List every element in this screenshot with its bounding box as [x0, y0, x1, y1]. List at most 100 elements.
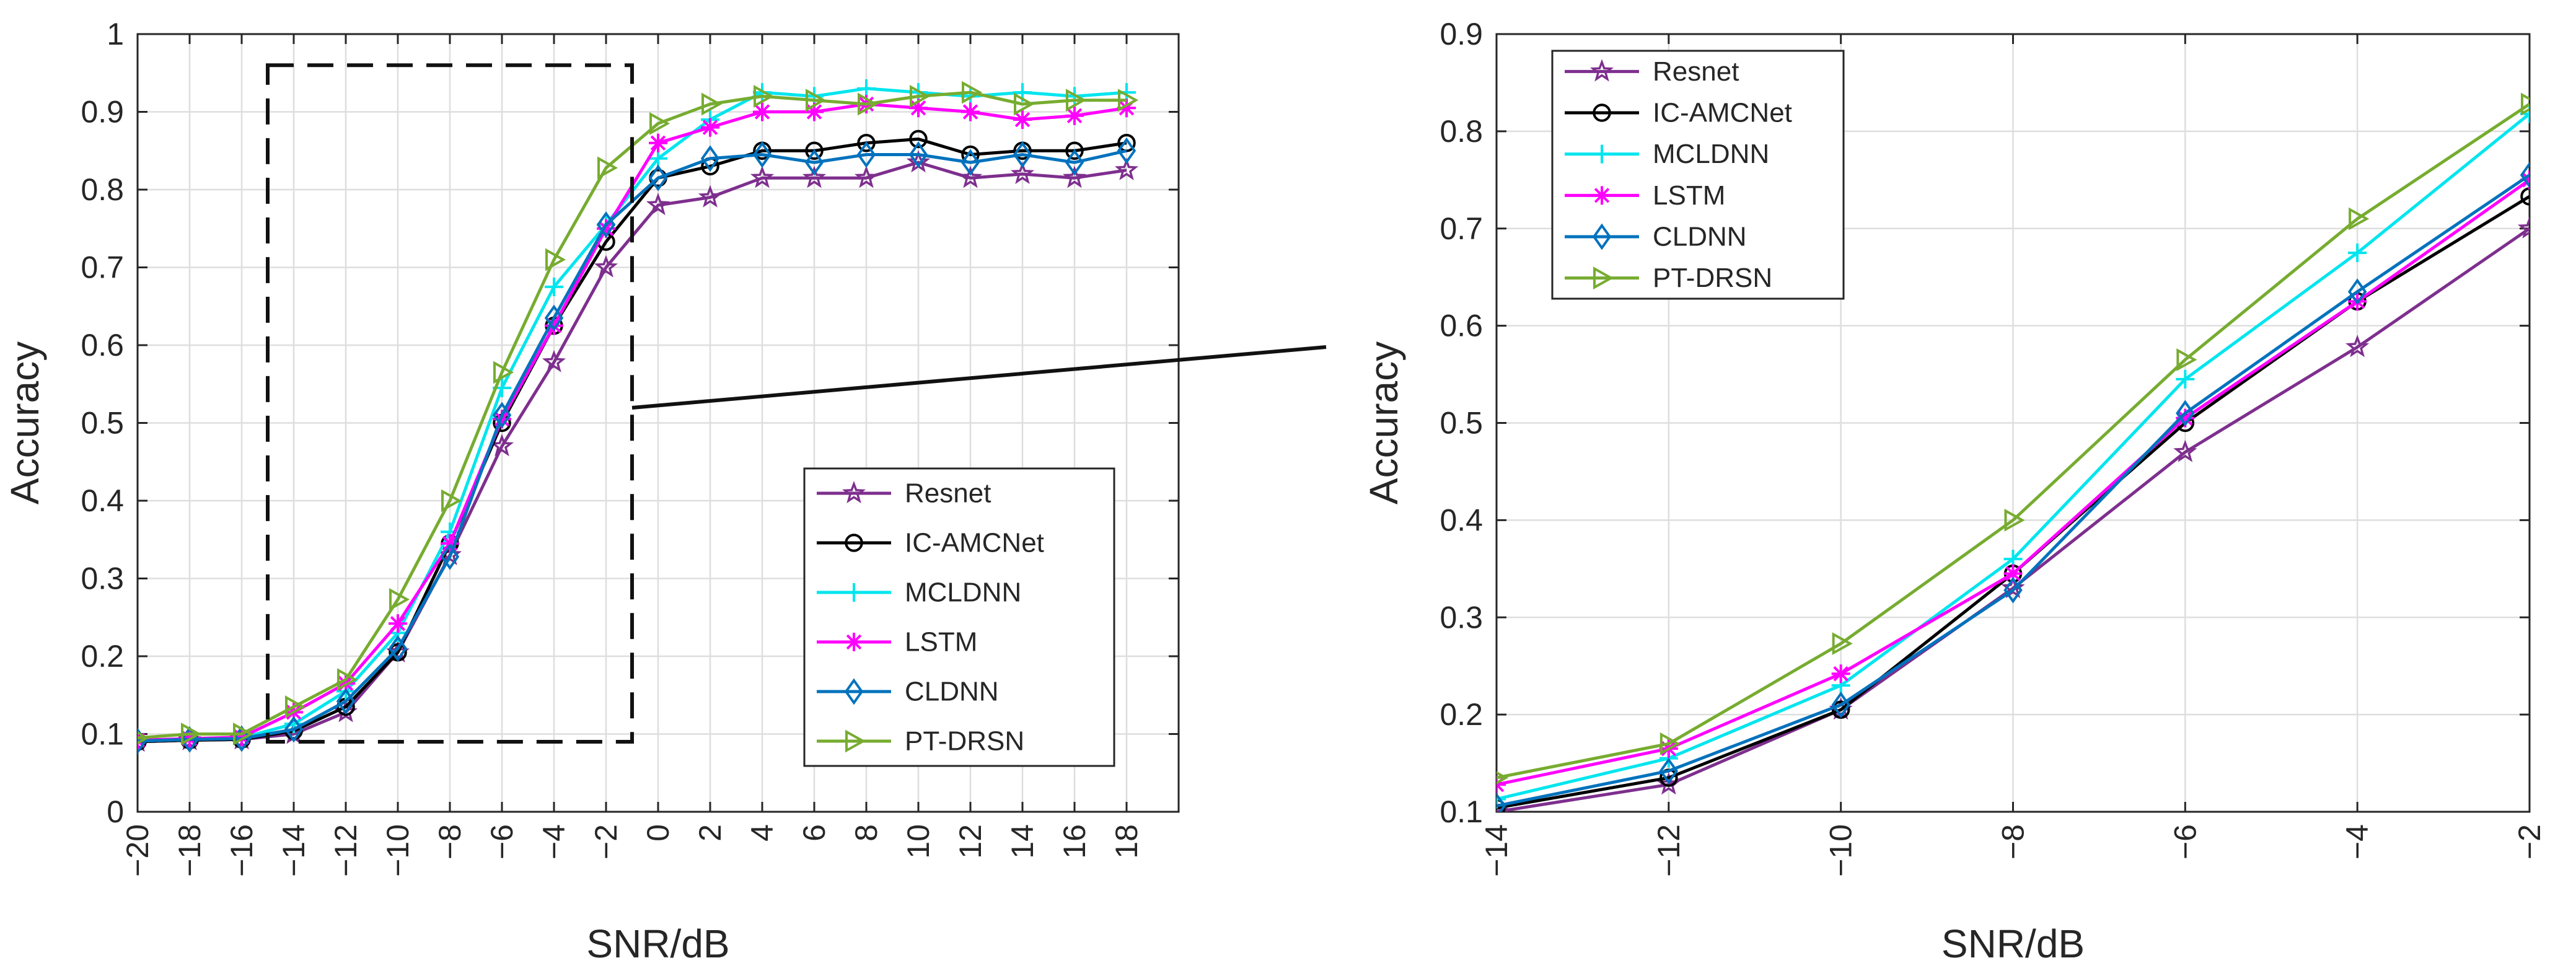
- panel0-xtick-label: −18: [172, 824, 207, 877]
- panel1-series-lstm-point: [1831, 664, 1850, 684]
- panel1-series-lstm-point: [2003, 564, 2023, 583]
- panel1-legend-entry-mcldnn: MCLDNN: [1565, 139, 1769, 169]
- panel1-series-pt-drsn-point: [2349, 207, 2370, 231]
- panel1-legend-entry-cldnn: CLDNN: [1565, 222, 1747, 252]
- panel0-ytick-label: 0.3: [81, 561, 124, 596]
- panel1-ytick-label: 0.7: [1440, 211, 1483, 246]
- panel0-series-cldnn-point: [1065, 149, 1084, 176]
- panel1-series-pt-drsn-point: [2004, 508, 2025, 532]
- panel0-series-pt-drsn-point: [441, 489, 462, 512]
- panel0-series-lstm-point: [805, 102, 824, 121]
- panel0-series-cldnn-point: [440, 543, 460, 570]
- panel1-series-lstm-point: [2176, 408, 2195, 428]
- panel0-legend-box: [803, 467, 1115, 767]
- panel0-series-resnet-point: [646, 193, 670, 216]
- panel1-series-resnet-point: [2517, 216, 2530, 239]
- panel1-series-cldnn-point: [2003, 576, 2023, 604]
- panel1-series-pt-drsn: [1497, 92, 2530, 785]
- panel0-xtick-label: −10: [380, 824, 415, 877]
- panel1-legend-entry-ic-amcnet-swatch-marker: [1593, 103, 1611, 122]
- panel1-series-mcldnn-point: [2348, 243, 2367, 262]
- panel0-legend-entry-ic-amcnet-swatch-marker: [845, 534, 863, 552]
- panel1-series-cldnn-point: [2347, 278, 2367, 306]
- panel0-series-resnet-point: [1062, 165, 1087, 188]
- panel0-ytick-label: 0.7: [81, 250, 124, 285]
- panel1-legend-entry-ic-amcnet-label: IC-AMCNet: [1653, 98, 1792, 128]
- panel0-legend-entry-cldnn-swatch-marker: [844, 678, 864, 705]
- panel1-xtick-label: −14: [1479, 824, 1514, 877]
- panel0-series-resnet-point: [854, 165, 879, 188]
- panel0-legend-entry-cldnn: CLDNN: [817, 677, 999, 707]
- panel0-xtick-label: 4: [745, 824, 780, 842]
- panel1-legend-entry-lstm: LSTM: [1565, 180, 1725, 211]
- panel1-series-pt-drsn-line: [1497, 102, 2530, 780]
- panel0-legend-entry-resnet-label: Resnet: [905, 478, 991, 509]
- panel1-series-cldnn: [1497, 162, 2530, 812]
- panel0-ytick-label: 0.5: [81, 406, 124, 441]
- panel0-legend-entry-resnet-swatch-marker: [842, 481, 866, 504]
- panel1-legend-entry-pt-drsn-label: PT-DRSN: [1653, 263, 1772, 293]
- panel0-ytick-label: 0.2: [81, 639, 124, 674]
- panel0-xtick-label: 8: [849, 824, 884, 842]
- panel0-series-pt-drsn-point: [493, 361, 514, 384]
- panel1-ytick-label: 0.2: [1440, 697, 1483, 732]
- panel0-xtick-label: 2: [693, 824, 728, 842]
- panel1-series-pt-drsn-point: [2521, 92, 2530, 116]
- panel0-series-resnet-point: [698, 185, 723, 208]
- panel0-series-cldnn-point: [648, 164, 668, 191]
- panel1-legend-entry-mcldnn-label: MCLDNN: [1653, 139, 1769, 169]
- panel1-ytick-label: 0.3: [1440, 600, 1483, 635]
- panel1-legend-entry-cldnn-label: CLDNN: [1653, 222, 1747, 252]
- panel0-series-resnet-point: [958, 165, 983, 188]
- panel0-series-cldnn-point: [492, 402, 512, 429]
- panel0-series-pt-drsn-point: [597, 156, 618, 180]
- panel0-series-lstm-point: [701, 118, 719, 137]
- panel0-x-axis-label: SNR/dB: [586, 921, 729, 966]
- panel0-series-pt-drsn-point: [910, 85, 931, 108]
- panel0-series-lstm-point: [649, 133, 667, 152]
- panel1-legend-entry-lstm-swatch-marker: [1593, 186, 1611, 205]
- panel0-legend-entry-pt-drsn-swatch-marker: [845, 729, 866, 753]
- panel0-series-mcldnn-point: [545, 277, 563, 296]
- panel1-legend-entry-resnet-swatch-marker: [1589, 59, 1614, 82]
- panel0-series-resnet-point: [542, 350, 566, 372]
- panel0-xtick-label: −12: [328, 824, 363, 877]
- panel0-series-cldnn-point: [544, 304, 564, 332]
- panel0-xtick-label: 14: [1005, 824, 1040, 859]
- panel0-series-lstm-point: [389, 614, 407, 633]
- panel1-series-resnet-point: [2345, 335, 2370, 358]
- panel0-series-cldnn-point: [596, 211, 616, 238]
- panel0-series-resnet-point: [802, 165, 827, 188]
- panel0-series-resnet-point: [1114, 157, 1139, 180]
- panel0-series-pt-drsn-point: [138, 731, 150, 745]
- panel0-xtick-label: −2: [589, 824, 623, 859]
- panel0-series-pt-drsn-point: [754, 85, 775, 108]
- panel0-ytick-label: 1: [107, 17, 124, 51]
- panel0-series-lstm-point: [545, 316, 563, 335]
- zoom-connector-line: [631, 345, 1327, 410]
- panel0-series-lstm-point: [753, 102, 771, 121]
- panel0-series-pt-drsn-point: [701, 92, 723, 116]
- panel0-series-cldnn-point: [388, 635, 408, 662]
- panel1-series-pt-drsn-point: [1497, 771, 1509, 785]
- panel0-series-cldnn-point: [1013, 141, 1032, 168]
- panel1-series-pt-drsn-point: [1659, 732, 1681, 755]
- panel0-series-cldnn-point: [804, 149, 824, 176]
- panel0-series-cldnn-point: [284, 716, 304, 743]
- panel1-legend-entry-pt-drsn-swatch-marker: [1593, 266, 1614, 290]
- panel0-xtick-label: −20: [120, 824, 155, 877]
- panel0-legend-entry-lstm-swatch-marker: [845, 633, 863, 651]
- panel0: −20 −18 −16 −14 −12 −10 −8 −6 −4 −2 0 2 4 6 8 10 12 14 16 1…: [2, 17, 1180, 966]
- panel0-series-pt-drsn-point: [858, 92, 879, 116]
- panel0-legend-entry-pt-drsn: PT-DRSN: [817, 726, 1024, 757]
- panel0-series-lstm-point: [1117, 99, 1136, 118]
- panel0-xtick-label: 0: [641, 824, 675, 842]
- panel1-xtick-label: −6: [2168, 824, 2202, 859]
- panel0-series-mcldnn-point: [857, 79, 876, 98]
- panel1-ytick-label: 0.6: [1440, 309, 1483, 343]
- panel1-legend-entry-ic-amcnet: IC-AMCNet: [1565, 98, 1792, 128]
- panel0-series-ic-amcnet-point: [909, 130, 928, 149]
- panel1-legend-entry-resnet: Resnet: [1565, 56, 1739, 87]
- panel0-series-cldnn-point: [336, 688, 356, 715]
